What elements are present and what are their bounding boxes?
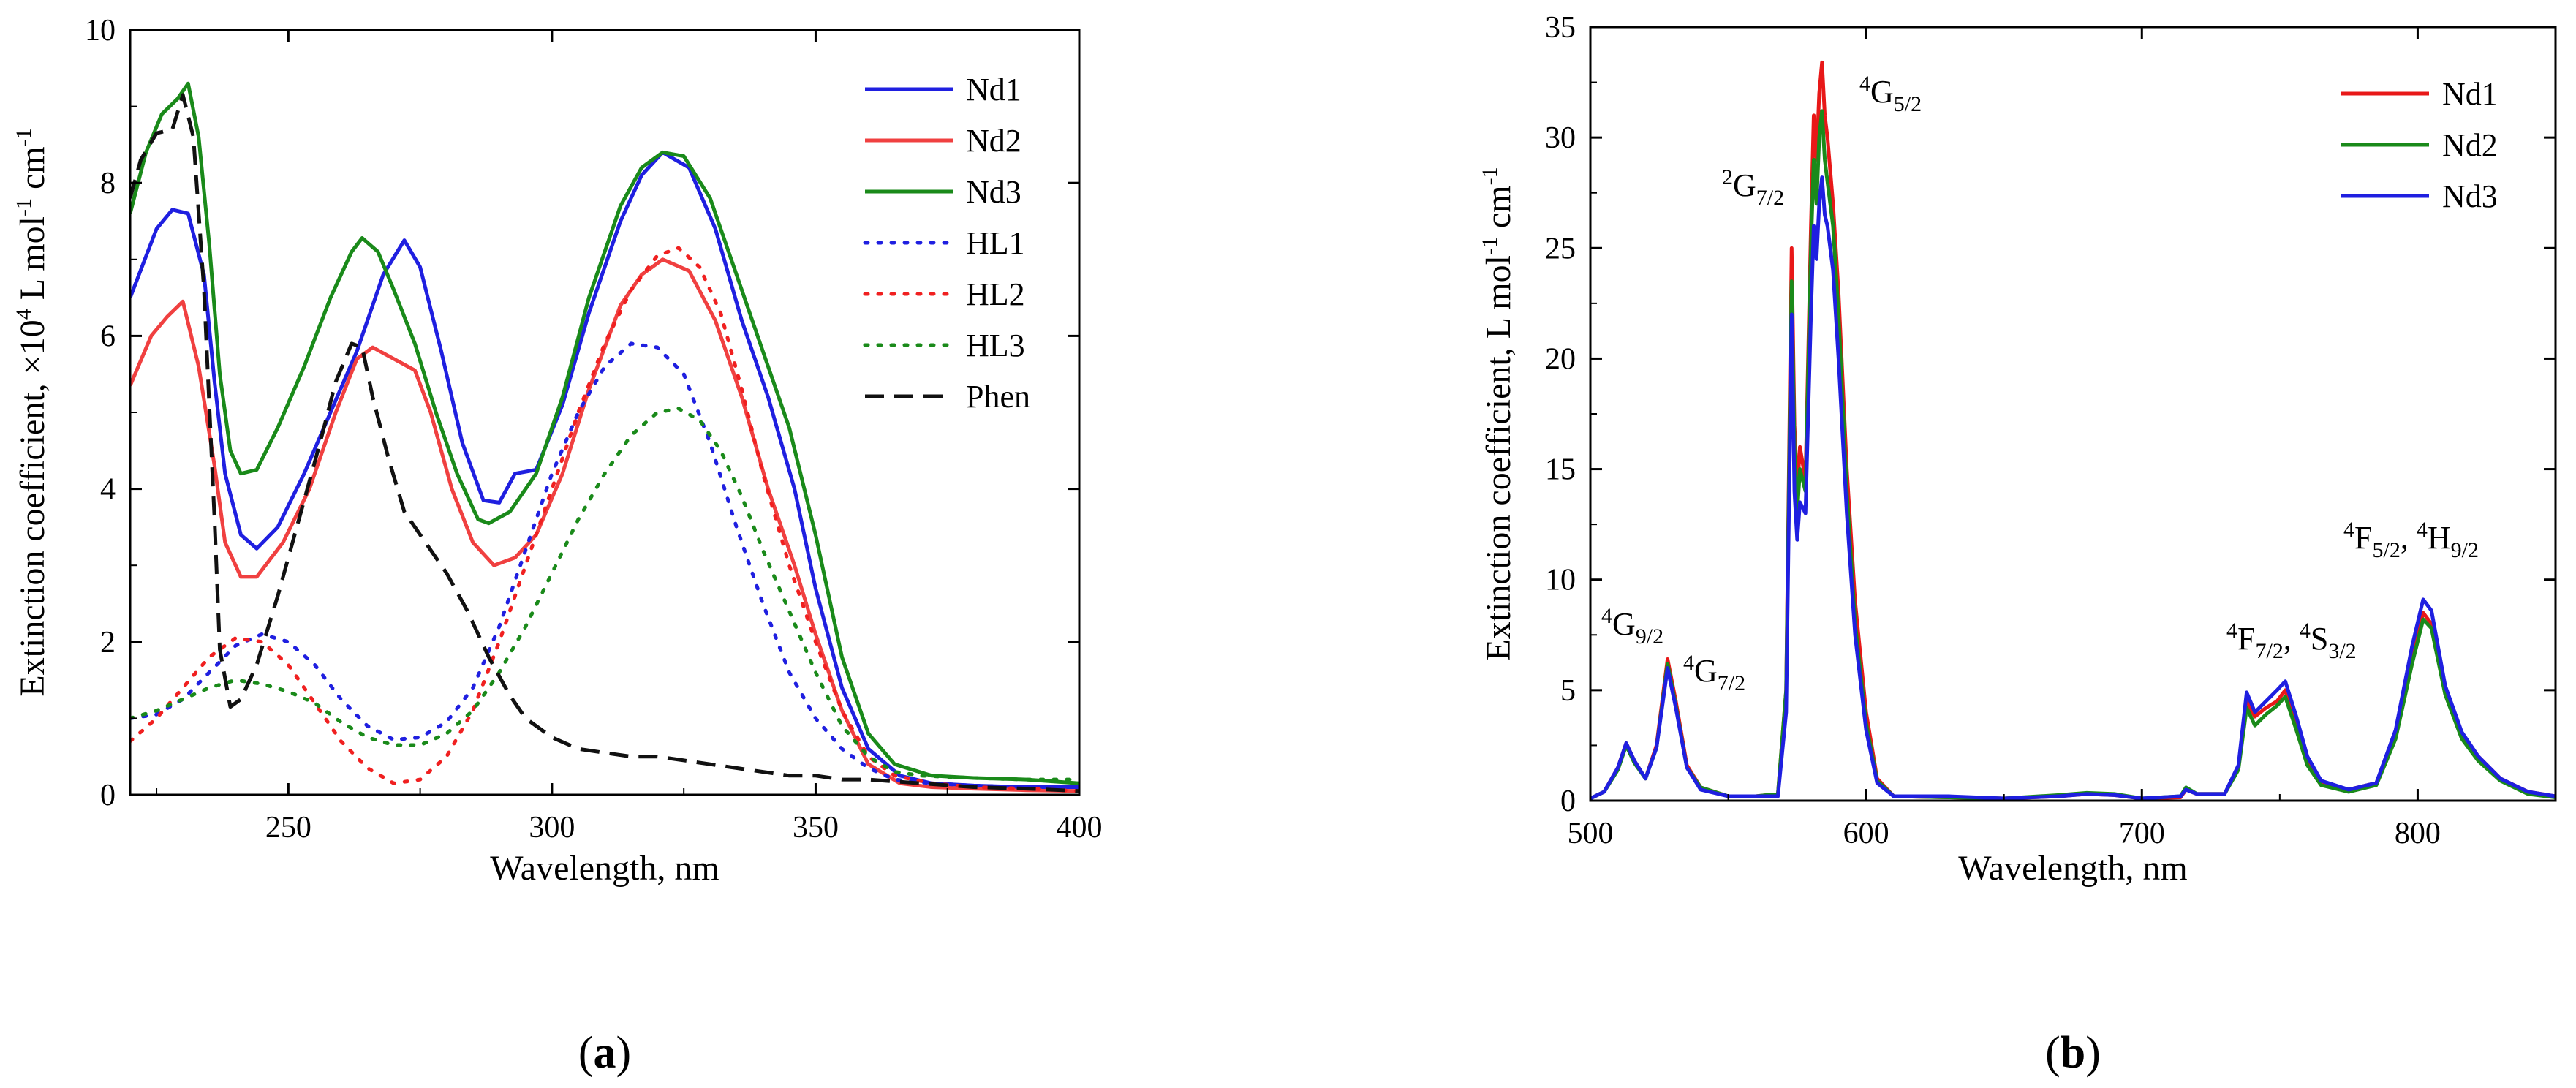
chart-b-ytick-label: 25	[1545, 232, 1576, 265]
chart-a-legend-label-phen: Phen	[966, 379, 1030, 415]
chart-a-ytick-label: 4	[100, 473, 116, 507]
chart-a-xtick-label: 350	[793, 811, 839, 845]
chart-b-ylabel: Extinction coefficient, L mol-1 cm-1	[1478, 167, 1518, 660]
chart-a-xtick-label: 400	[1057, 811, 1103, 845]
annotation-4g5-2: 4G5/2	[1859, 72, 1922, 116]
chart-a-series-nd1	[130, 150, 1079, 789]
chart-a-series-nd2	[130, 257, 1079, 793]
chart-a-series-phen	[130, 93, 1079, 793]
chart-b-xtick-label: 500	[1568, 817, 1614, 850]
annotation-4g7-2: 4G7/2	[1683, 651, 1745, 695]
chart-b-ytick-label: 10	[1545, 564, 1576, 597]
chart-b-legend: Nd1 Nd2 Nd3	[2341, 76, 2498, 214]
chart-a-legend-label-hl3: HL3	[966, 328, 1025, 363]
chart-a-series-hl2	[130, 246, 1079, 793]
chart-a-legend-label-hl1: HL1	[966, 225, 1025, 261]
chart-panel-b: 500 600 700 800 0 5 10 15 20 25 30 35 Wavelength, n…	[1478, 11, 2557, 1078]
chart-b-ytick-label: 35	[1545, 11, 1576, 45]
chart-b-legend-label-nd3: Nd3	[2442, 178, 2498, 214]
chart-a-ytick-label: 10	[85, 14, 116, 48]
chart-a-series-hl3	[130, 407, 1079, 782]
chart-a-series-group	[130, 81, 1079, 793]
chart-panel-a: 250 300 350 400 0 2 4 6 8 10 Wavelength, nm Extin…	[12, 14, 1103, 1078]
chart-a-series-nd3	[130, 81, 1079, 785]
chart-a-xlabel: Wavelength, nm	[490, 849, 719, 888]
chart-b-xlabel: Wavelength, nm	[1958, 849, 2187, 888]
chart-b-panel-label: (b)	[2045, 1028, 2101, 1078]
chart-a-legend-label-hl2: HL2	[966, 276, 1025, 312]
chart-b-ytick-label: 30	[1545, 121, 1576, 155]
chart-b-series-group	[1590, 60, 2556, 801]
chart-a-frame	[129, 29, 1081, 796]
chart-b-legend-label-nd2: Nd2	[2442, 127, 2498, 163]
chart-a-ytick-label: 8	[100, 167, 116, 200]
chart-a-xtick-label: 250	[265, 811, 311, 845]
chart-b-xtick-label: 800	[2395, 817, 2441, 850]
chart-a-ytick-label: 0	[100, 779, 116, 812]
chart-b-legend-label-nd1: Nd1	[2442, 76, 2498, 112]
chart-a-panel-label: (a)	[578, 1028, 631, 1078]
chart-b-ytick-label: 15	[1545, 453, 1576, 487]
chart-b-ytick-label: 5	[1560, 674, 1576, 708]
chart-b-xtick-label: 600	[1843, 817, 1889, 850]
chart-a-legend: Nd1 Nd2 Nd3 HL1 HL2 HL3 Phen	[863, 72, 1030, 415]
chart-b-xtick-label: 700	[2119, 817, 2165, 850]
chart-b-ytick-label: 0	[1560, 785, 1576, 818]
chart-a-legend-label-nd3: Nd3	[966, 174, 1021, 210]
chart-b-ytick-label: 20	[1545, 342, 1576, 376]
chart-a-legend-label-nd1: Nd1	[966, 72, 1021, 107]
chart-a-series-hl1	[130, 341, 1079, 789]
annotation-4g9-2: 4G9/2	[1601, 604, 1663, 649]
chart-a-legend-label-nd2: Nd2	[966, 123, 1021, 159]
chart-b-series-nd3	[1590, 175, 2556, 801]
chart-a-xtick-label: 300	[529, 811, 575, 845]
annotation-2g7-2: 2G7/2	[1722, 165, 1784, 210]
chart-a-ytick-label: 2	[100, 626, 116, 660]
chart-a-ytick-label: 6	[100, 320, 116, 353]
annotation-4f5-2-4h9-2: 4F5/2, 4H9/2	[2343, 518, 2479, 562]
annotation-4f7-2-4s3-2: 4F7/2, 4S3/2	[2226, 619, 2357, 663]
chart-a-ylabel: Extinction coefficient, ×104 L mol-1 cm-…	[12, 128, 52, 696]
